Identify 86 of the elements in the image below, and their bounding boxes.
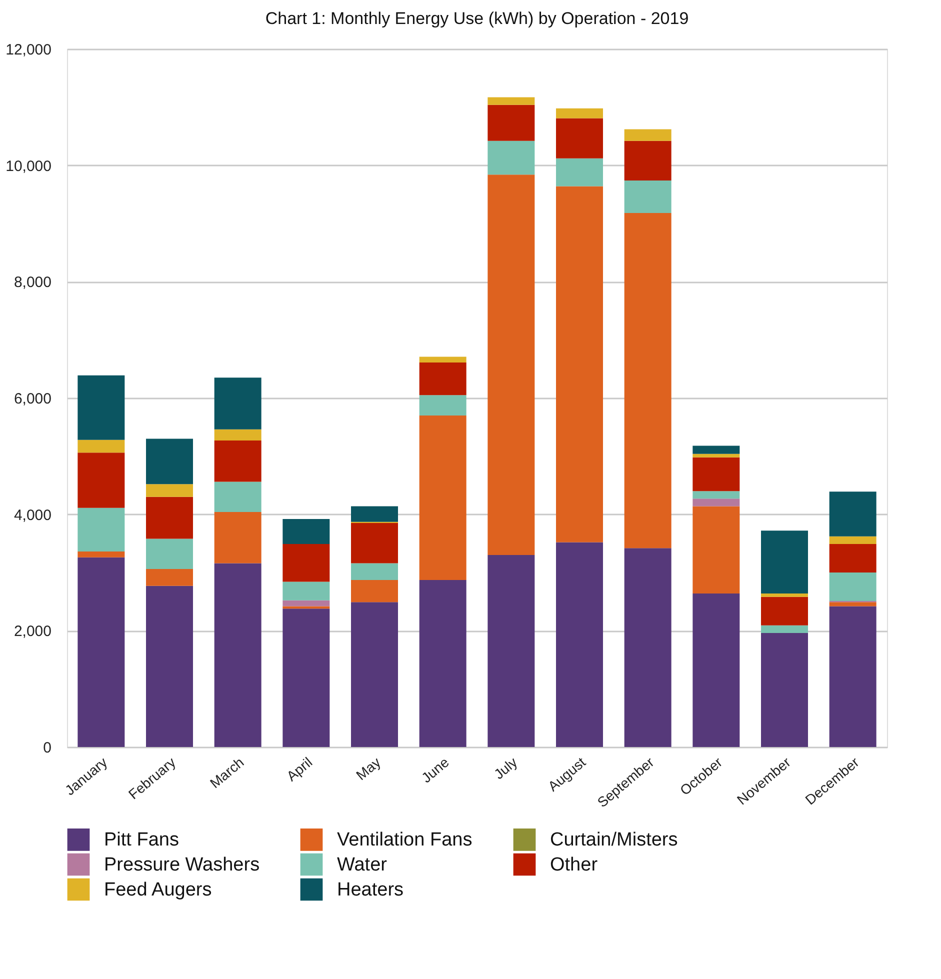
- bar: [761, 596, 808, 626]
- legend-label: Water: [337, 854, 388, 876]
- bar: [146, 586, 193, 747]
- bar: [282, 544, 330, 582]
- bar: [146, 484, 193, 497]
- bar: [692, 454, 740, 458]
- bar: [282, 606, 330, 609]
- chart-title: Chart 1: Monthly Energy Use (kWh) by Operation - 2019: [265, 9, 689, 28]
- bar: [282, 600, 330, 606]
- bar: [829, 492, 876, 536]
- legend-label: Curtain/Misters: [550, 830, 678, 851]
- bar: [624, 140, 672, 180]
- bar: [624, 548, 672, 747]
- bar: [624, 213, 672, 548]
- bar: [351, 602, 398, 747]
- y-tick-label: 10,000: [6, 158, 52, 175]
- bar: [214, 563, 262, 747]
- bar: [419, 580, 466, 747]
- legend-label: Ventilation Fans: [337, 830, 472, 851]
- bar: [282, 518, 330, 544]
- bar: [351, 580, 398, 602]
- bar: [692, 593, 740, 747]
- y-tick-label: 12,000: [6, 42, 52, 58]
- bar: [761, 625, 808, 633]
- y-tick-label: 2,000: [14, 623, 52, 640]
- legend-label: Pitt Fans: [104, 830, 179, 851]
- bar: [351, 506, 398, 522]
- bar: [829, 602, 876, 606]
- bar: [556, 186, 603, 542]
- legend-label: Other: [550, 854, 598, 876]
- bar: [78, 552, 125, 558]
- bar: [351, 523, 398, 564]
- bar: [351, 563, 398, 580]
- bar: [692, 446, 740, 454]
- bar: [624, 180, 672, 214]
- bar: [78, 440, 125, 453]
- bar: [282, 608, 330, 747]
- bar: [78, 375, 125, 440]
- bar: [214, 429, 262, 440]
- bar: [761, 632, 808, 747]
- legend-label: Heaters: [337, 880, 404, 900]
- bar: [556, 108, 603, 118]
- bar: [419, 395, 466, 416]
- y-tick-label: 4,000: [14, 506, 52, 524]
- bar: [488, 174, 535, 556]
- bar: [78, 557, 125, 747]
- bar: [78, 508, 125, 552]
- bar: [692, 498, 740, 506]
- bar: [624, 129, 672, 141]
- bar: [761, 593, 808, 597]
- bar: [419, 415, 466, 580]
- bar: [214, 512, 262, 564]
- bar: [214, 440, 262, 482]
- bar: [214, 482, 262, 512]
- bar: [282, 582, 330, 600]
- bar: [829, 544, 876, 572]
- bar: [556, 542, 603, 747]
- bar: [419, 362, 466, 396]
- bar: [829, 536, 876, 544]
- bar: [829, 572, 876, 601]
- x-tick-label: May: [352, 754, 384, 784]
- bar: [146, 538, 193, 570]
- bar: [146, 438, 193, 484]
- bar: [488, 97, 535, 105]
- bar: [488, 140, 535, 175]
- y-tick-label: 0: [43, 740, 52, 756]
- bar: [692, 457, 740, 492]
- bar: [692, 491, 740, 499]
- bar: [488, 104, 535, 141]
- bar: [146, 569, 193, 586]
- bar: [556, 158, 603, 186]
- bar: [214, 378, 262, 430]
- y-tick-label: 8,000: [14, 274, 52, 292]
- y-tick-label: 6,000: [14, 390, 52, 408]
- bar: [78, 452, 125, 508]
- bar: [488, 555, 535, 747]
- bar: [146, 496, 193, 539]
- x-tick-label: July: [490, 754, 520, 782]
- bar: [692, 506, 740, 594]
- legend-label: Pressure Washers: [104, 854, 260, 876]
- bar: [556, 118, 603, 158]
- bar: [419, 356, 466, 363]
- bar: [829, 606, 876, 747]
- bar: [761, 530, 808, 594]
- x-tick-label: June: [418, 754, 452, 786]
- legend-label: Feed Augers: [104, 880, 212, 900]
